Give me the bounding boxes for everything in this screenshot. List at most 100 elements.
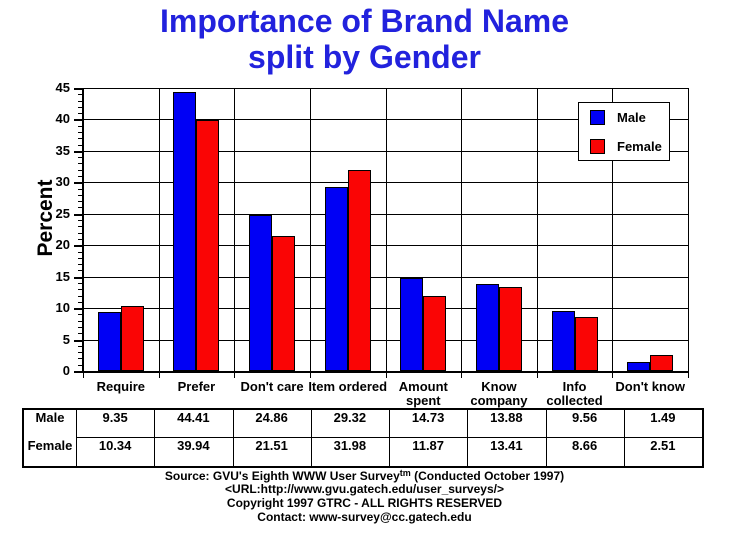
footer-url-line: <URL:http://www.gvu.gatech.edu/user_surv…	[225, 482, 504, 496]
y-axis-minor-tick	[78, 176, 82, 178]
y-axis-major-tick	[74, 276, 82, 279]
bar-female-2	[272, 235, 296, 371]
table-column-separator	[154, 410, 156, 466]
y-axis-minor-tick	[78, 314, 82, 316]
y-axis-minor-tick	[78, 157, 82, 159]
y-axis-tick-label: 25	[55, 205, 70, 221]
table-cell: 39.94	[177, 438, 210, 453]
y-axis-minor-tick	[78, 207, 82, 209]
y-axis-minor-tick	[78, 113, 82, 115]
table-cell: 44.41	[177, 410, 210, 425]
gridline-vertical	[234, 88, 236, 371]
y-axis-major-tick	[74, 245, 82, 248]
y-axis-minor-tick	[78, 132, 82, 134]
table-cell: 10.34	[98, 438, 132, 453]
table-cell: 21.51	[255, 438, 288, 453]
legend-label-female: Female	[617, 139, 662, 154]
y-axis-minor-tick	[78, 232, 82, 234]
bar-female-1	[196, 119, 220, 371]
y-axis-tick-label: 45	[55, 80, 70, 95]
y-axis-major-tick	[74, 371, 82, 373]
y-axis-tick-label: 35	[55, 142, 70, 158]
y-axis-minor-tick	[78, 238, 82, 240]
y-axis-minor-tick	[78, 333, 82, 335]
bar-male-7	[627, 361, 651, 371]
y-axis-minor-tick	[78, 251, 82, 253]
table-cell: 2.51	[650, 438, 676, 453]
y-axis-minor-tick	[78, 100, 82, 102]
y-axis-minor-tick	[78, 169, 82, 171]
bar-male-4	[400, 278, 424, 371]
y-axis-minor-tick	[78, 94, 82, 96]
x-axis-tick	[688, 373, 689, 378]
table-column-separator	[545, 410, 547, 466]
y-axis-minor-tick	[78, 282, 82, 284]
x-category-label: Amount spent	[398, 379, 448, 408]
x-axis-tick	[461, 373, 463, 378]
y-axis-minor-tick	[78, 138, 82, 140]
y-axis-major-tick	[74, 88, 82, 90]
x-axis-tick	[536, 373, 538, 378]
y-axis-minor-tick	[78, 226, 82, 228]
gridline-vertical	[612, 88, 614, 371]
bar-male-6	[551, 310, 575, 371]
table-cell: 9.35	[102, 410, 128, 425]
x-axis-tick	[385, 373, 387, 378]
table-cell: 1.49	[650, 410, 676, 425]
footer-copyright-line: Copyright 1997 GTRC - ALL RIGHTS RESERVE…	[226, 496, 503, 510]
x-category-label: Don't care	[240, 379, 304, 394]
y-axis-tick-label: 0	[62, 363, 70, 378]
y-axis-minor-tick	[78, 352, 82, 354]
y-axis-minor-tick	[78, 301, 82, 303]
y-axis-tick-label: 40	[55, 111, 70, 127]
y-axis-minor-tick	[78, 358, 82, 360]
gridline-vertical	[461, 88, 463, 371]
table-column-separator	[389, 410, 390, 466]
legend-swatch-female	[590, 139, 605, 154]
table-label-separator	[76, 410, 77, 466]
footer-source-tm: tm	[399, 468, 411, 478]
x-category-label: Info collected	[546, 379, 603, 408]
bar-male-5	[475, 283, 499, 371]
bar-female-7	[650, 355, 674, 371]
x-axis-tick	[234, 373, 236, 378]
table-cell: 31.98	[333, 438, 367, 453]
bar-male-1	[173, 91, 197, 371]
x-category-label: Know company	[470, 379, 528, 408]
table-column-separator	[467, 410, 469, 466]
bar-male-3	[324, 186, 348, 371]
y-axis-minor-tick	[78, 270, 82, 272]
y-axis-major-tick	[74, 308, 82, 311]
footer-source-prefix: Source: GVU's Eighth WWW User Survey	[164, 469, 400, 483]
y-axis-major-tick	[74, 150, 82, 153]
chart-title-line2: split by Gender	[248, 39, 481, 75]
table-row-header: Male	[35, 410, 65, 425]
y-axis-minor-tick	[78, 188, 82, 190]
y-axis-tick-label: 15	[55, 268, 70, 284]
y-axis-minor-tick	[78, 125, 82, 127]
x-axis-tick	[158, 373, 160, 378]
table-cell: 29.32	[333, 410, 367, 425]
table-row-header: Female	[27, 438, 73, 453]
legend-swatch-male	[590, 110, 605, 125]
bar-female-3	[347, 169, 371, 371]
y-axis-minor-tick	[78, 345, 82, 347]
bar-male-2	[249, 214, 273, 371]
y-axis-tick-label: 10	[55, 300, 70, 316]
gridline-vertical	[536, 88, 538, 371]
table-column-separator	[623, 410, 625, 466]
y-axis-minor-tick	[78, 289, 82, 291]
y-axis-minor-tick	[78, 144, 82, 146]
y-axis-minor-tick	[78, 201, 82, 203]
y-axis-tick-label: 30	[55, 174, 70, 190]
x-axis-tick	[612, 373, 614, 378]
x-category-label: Prefer	[177, 379, 216, 394]
table-column-separator	[232, 410, 234, 466]
gridline-vertical	[309, 88, 311, 371]
x-axis-line	[82, 371, 689, 373]
y-axis-minor-tick	[78, 220, 82, 222]
x-axis-tick	[309, 373, 311, 378]
bar-female-4	[423, 296, 447, 371]
y-axis-tick-label: 5	[62, 331, 70, 347]
